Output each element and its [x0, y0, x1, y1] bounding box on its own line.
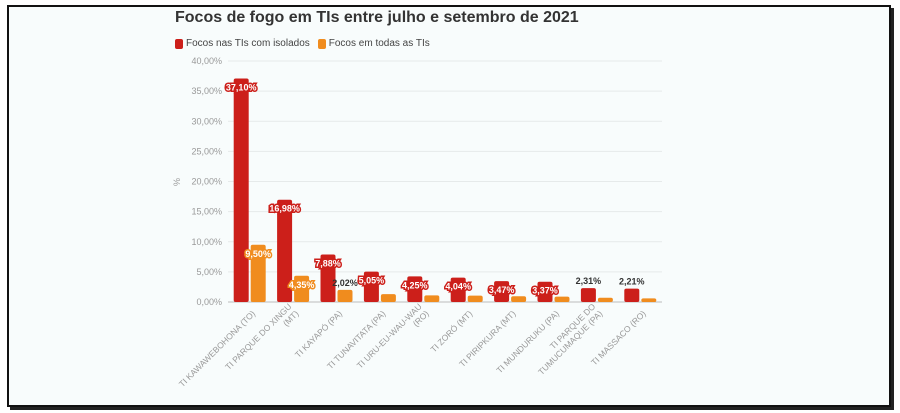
data-label: 5,05% — [359, 276, 385, 286]
bar-isolados[interactable] — [233, 78, 249, 302]
bar-todas[interactable] — [467, 295, 483, 302]
bar-isolados[interactable] — [494, 281, 510, 302]
bar-todas[interactable] — [511, 296, 527, 302]
bar-isolados[interactable] — [450, 277, 466, 302]
data-label: 4,25% — [402, 280, 428, 290]
data-label: 3,47% — [489, 285, 515, 295]
x-tick-label: TI ZORÓ (MT) — [428, 308, 474, 354]
data-label: 2,02% — [332, 278, 358, 288]
bar-todas[interactable] — [250, 244, 266, 302]
legend-swatch-isolados — [175, 38, 183, 49]
y-tick-label: 35,00% — [191, 86, 222, 96]
bar-isolados[interactable] — [624, 288, 640, 302]
data-label: 3,37% — [532, 286, 558, 296]
bar-todas[interactable] — [337, 289, 353, 302]
x-tick-label: TI URU-EU-WAU-WAU(RO) — [355, 301, 431, 370]
data-label: 7,88% — [315, 259, 341, 269]
y-tick-label: 20,00% — [191, 177, 222, 187]
legend-item-todas[interactable]: Focos em todas as TIs — [317, 38, 430, 49]
bar-todas[interactable] — [294, 275, 310, 302]
legend: Focos nas TIs com isolados Focos em toda… — [175, 38, 430, 49]
legend-label-isolados: Focos nas TIs com isolados — [186, 38, 310, 49]
bar-todas[interactable] — [597, 297, 613, 302]
chart-frame: Focos de fogo em TIs entre julho e setem… — [7, 5, 891, 407]
bar-isolados[interactable] — [407, 276, 423, 302]
bar-isolados[interactable] — [537, 281, 553, 302]
bars: 37,10% 9,50% 16,98% 4,35% 7,88% 2,02% 5,05% 4,2… — [224, 78, 657, 302]
data-label: 16,98% — [269, 204, 300, 214]
bar-isolados[interactable] — [580, 288, 596, 302]
y-tick-label: 30,00% — [191, 116, 222, 126]
y-axis-label: % — [172, 178, 182, 186]
data-label: 9,50% — [245, 249, 271, 259]
bar-todas[interactable] — [424, 295, 440, 302]
legend-swatch-todas — [317, 38, 326, 49]
data-label: 2,31% — [576, 276, 602, 286]
y-tick-label: 10,00% — [191, 237, 222, 247]
legend-label-todas: Focos em todas as TIs — [328, 38, 430, 49]
chart-title: Focos de fogo em TIs entre julho e setem… — [175, 9, 579, 26]
bar-todas[interactable] — [554, 296, 570, 302]
data-label: 2,21% — [619, 277, 645, 287]
x-tick-label-line: TI ZORÓ (MT) — [428, 308, 474, 354]
y-tick-label: 15,00% — [191, 207, 222, 217]
x-axis: TI KAWAWEBOHONA (TO)TI PARQUE DO XINGU(M… — [177, 301, 648, 389]
legend-item-isolados[interactable]: Focos nas TIs com isolados — [175, 38, 310, 49]
bar-isolados[interactable] — [277, 199, 293, 302]
data-label: 4,04% — [445, 282, 471, 292]
grid-lines — [228, 60, 662, 303]
bar-todas[interactable] — [641, 298, 657, 302]
y-tick-label: 25,00% — [191, 146, 222, 156]
bar-isolados[interactable] — [320, 254, 336, 302]
bar-todas[interactable] — [380, 294, 396, 302]
x-tick-label: TI PARQUE DO XINGU(MT) — [223, 301, 301, 371]
y-tick-label: 40,00% — [191, 56, 222, 66]
y-axis: 0,00% 5,00% 10,00% 15,00% 20,00% 25,00% 30,00%… — [191, 56, 222, 307]
bar-isolados[interactable] — [363, 271, 379, 302]
y-tick-label: 5,00% — [196, 267, 222, 277]
data-label: 4,35% — [289, 280, 315, 290]
y-tick-label: 0,00% — [196, 297, 222, 307]
data-label: 37,10% — [226, 82, 257, 92]
